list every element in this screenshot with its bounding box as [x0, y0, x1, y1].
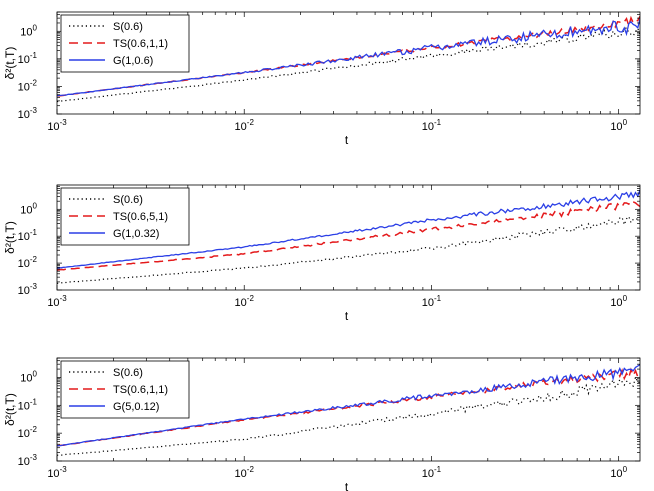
x-tick-label: 10-3 [47, 465, 67, 480]
x-tick-label: 10-1 [422, 465, 442, 480]
y-tick-label: 10-1 [18, 51, 38, 66]
legend-label-g: G(5,0.12) [113, 401, 159, 413]
legend-label-s: S(0.6) [113, 367, 143, 379]
y-tick-label: 100 [20, 369, 37, 384]
y-axis-label: δ²(t,T) [3, 393, 17, 426]
x-tick-label: 10-2 [235, 118, 255, 133]
y-axis-label: δ²(t,T) [3, 221, 17, 254]
y-tick-label: 10-1 [18, 228, 38, 243]
legend: S(0.6) TS(0.6,1,1) G(1,0.6) [60, 14, 190, 73]
x-axis-label: t [345, 133, 349, 147]
series-line-s [57, 215, 640, 284]
y-tick-label: 100 [20, 23, 37, 38]
legend-label-g: G(1,0.6) [113, 55, 153, 67]
legend: S(0.6) TS(0.6,5,1) G(1,0.32) [60, 187, 190, 246]
legend-box [60, 360, 190, 419]
series-line-g [57, 18, 640, 97]
legend-label-s: S(0.6) [113, 21, 143, 33]
legend-label-ts: TS(0.6,1,1) [113, 384, 168, 396]
y-tick-label: 100 [20, 201, 37, 216]
legend-label-ts: TS(0.6,1,1) [113, 38, 168, 50]
y-tick-label: 10-2 [18, 425, 38, 440]
legend-label-g: G(1,0.32) [113, 228, 159, 240]
y-tick-label: 10-2 [18, 255, 38, 270]
y-tick-label: 10-3 [18, 453, 38, 468]
x-tick-label: 10-1 [422, 294, 442, 309]
y-tick-label: 10-2 [18, 78, 38, 93]
y-tick-label: 10-3 [18, 106, 38, 121]
y-tick-label: 10-1 [18, 397, 38, 412]
y-axis-label: δ²(t,T) [3, 47, 17, 80]
x-tick-label: 10-3 [47, 294, 67, 309]
x-tick-label: 10-3 [47, 118, 67, 133]
series-line-g [57, 189, 640, 269]
chart-panel-3: 10-3 10-2 10-1 100 10-3 10-2 10-1 100 t δ²(t,T) S(… [3, 357, 641, 491]
chart-panel-2: 10-3 10-2 10-1 100 10-3 10-2 10-1 100 t δ²(t,T) S(… [3, 184, 641, 323]
x-tick-label: 100 [610, 465, 627, 480]
y-tick-label: 10-3 [18, 282, 38, 297]
legend-box [60, 187, 190, 246]
series-line-ts [57, 200, 640, 272]
legend-label-ts: TS(0.6,5,1) [113, 211, 168, 223]
legend: S(0.6) TS(0.6,1,1) G(5,0.12) [60, 360, 190, 419]
x-tick-label: 10-2 [235, 294, 255, 309]
x-axis-label: t [345, 480, 349, 491]
legend-box [60, 14, 190, 73]
series-line-g [57, 364, 640, 447]
legend-label-s: S(0.6) [113, 194, 143, 206]
x-tick-label: 10-2 [235, 465, 255, 480]
x-tick-label: 100 [610, 118, 627, 133]
chart-panel-1: 10-3 10-2 10-1 100 10-3 10-2 10-1 100 t δ²(t,T) S(… [3, 11, 641, 147]
x-tick-label: 10-1 [422, 118, 442, 133]
x-axis-label: t [345, 309, 349, 323]
series-line-s [57, 375, 640, 456]
x-tick-label: 100 [610, 294, 627, 309]
